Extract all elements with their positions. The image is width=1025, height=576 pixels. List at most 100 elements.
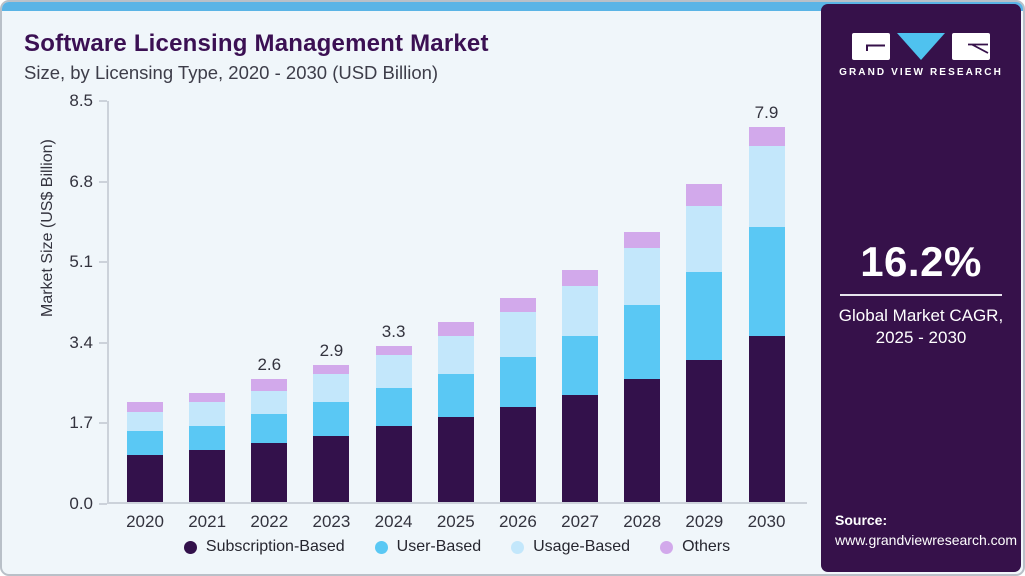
cagr-caption-line2: 2025 - 2030 <box>875 328 967 347</box>
x-axis-label: 2028 <box>623 512 662 531</box>
stacked-bar-2026 <box>499 298 536 502</box>
legend-label: Subscription-Based <box>205 538 345 555</box>
x-axis-label: 2021 <box>188 512 227 531</box>
bar-segment <box>251 390 288 415</box>
bar-segment <box>127 430 163 455</box>
bar-segment <box>748 227 785 337</box>
y-axis-tick <box>99 422 107 425</box>
legend-item-usage-based: Usage-Based <box>511 538 630 556</box>
bar-segment <box>251 414 288 443</box>
y-axis-tick-label: 3.4 <box>69 332 93 352</box>
stacked-bar-2028 <box>624 231 661 502</box>
bar-segment <box>499 298 536 313</box>
source-url: www.grandviewresearch.com <box>835 532 1018 548</box>
bar-segment <box>686 205 723 273</box>
bar-segment <box>313 374 350 403</box>
bar-segment <box>251 442 288 502</box>
y-axis-title: Market Size (US$ Billion) <box>39 138 56 317</box>
cagr-value: 16.2% <box>860 238 982 285</box>
bar-segment <box>624 305 661 379</box>
bar-segment <box>686 184 723 206</box>
bar-segment <box>562 336 599 396</box>
bar-segment <box>437 321 474 337</box>
bar-segment <box>127 402 163 412</box>
bar-segment <box>748 146 785 228</box>
bar-segment <box>189 402 226 427</box>
bar-segment <box>748 336 785 502</box>
bar-segment <box>189 426 226 450</box>
bar-segment <box>189 392 226 403</box>
bar-segment <box>499 357 536 408</box>
bar-segment <box>686 272 723 360</box>
bar-segment <box>624 231 661 249</box>
bar-segment <box>375 345 412 356</box>
bar-segment <box>624 248 661 306</box>
x-axis-label: 2023 <box>312 512 351 531</box>
bar-segment <box>375 355 412 389</box>
legend-swatch-usage-based <box>511 540 525 554</box>
bar-segment <box>313 364 350 374</box>
legend-item-user-based: User-Based <box>374 538 482 556</box>
x-axis-label: 2025 <box>436 512 475 531</box>
y-axis-tick <box>99 180 107 183</box>
x-axis-label: 2026 <box>498 512 537 531</box>
bar-segment <box>189 449 226 502</box>
y-axis-tick-label: 1.7 <box>69 413 93 433</box>
bar-segment <box>127 411 163 431</box>
bar-segment <box>562 286 599 337</box>
legend-item-others: Others <box>660 538 730 556</box>
x-axis-label: 2027 <box>561 512 599 531</box>
bar-segment <box>499 312 536 358</box>
legend-label: User-Based <box>396 538 482 555</box>
bar-segment <box>375 388 412 427</box>
gvr-logo-g-icon <box>852 32 890 60</box>
source-label: Source: <box>835 512 888 528</box>
stacked-bar-2020 <box>127 402 163 502</box>
y-axis-tick <box>99 261 107 264</box>
bar-total-label: 2.6 <box>257 354 282 374</box>
stacked-bar-2029 <box>686 184 723 502</box>
top-accent-strip <box>2 2 1023 11</box>
bar-total-label: 2.9 <box>319 340 344 360</box>
bar-segment <box>313 402 350 436</box>
cagr-block: 16.2% Global Market CAGR, 2025 - 2030 <box>821 238 1021 349</box>
bar-segment <box>127 454 163 502</box>
brand-sidebar: GRAND VIEW RESEARCH 16.2% Global Market … <box>821 4 1021 572</box>
x-axis-label: 2029 <box>685 512 724 531</box>
x-axis-label: 2020 <box>126 512 164 531</box>
source-block: Source: www.grandviewresearch.com <box>835 512 1017 548</box>
bar-segment <box>375 426 412 502</box>
bar-segment <box>562 269 599 287</box>
y-axis-tick <box>99 341 107 344</box>
y-axis-tick-label: 0.0 <box>69 494 93 513</box>
cagr-caption-line1: Global Market CAGR, <box>838 306 1004 325</box>
stacked-bar-2025 <box>437 321 474 502</box>
legend-label: Others <box>682 538 731 555</box>
y-axis-tick <box>99 100 107 102</box>
gvr-logo <box>821 32 1021 60</box>
brand-wordmark: GRAND VIEW RESEARCH <box>839 67 1003 78</box>
stacked-bar-2021 <box>189 392 226 502</box>
bar-total-label: 7.9 <box>754 103 779 123</box>
stacked-bar-2027 <box>562 269 599 502</box>
legend-item-subscription-based: Subscription-Based <box>183 538 345 556</box>
y-axis-tick-label: 5.1 <box>69 252 93 272</box>
bar-segment <box>624 378 661 502</box>
stacked-bar-2024 <box>375 345 412 502</box>
stacked-bar-2030 <box>748 127 785 502</box>
legend-swatch-subscription-based <box>183 540 197 554</box>
x-axis-label: 2022 <box>250 512 289 531</box>
legend-label: Usage-Based <box>533 538 631 555</box>
legend-swatch-user-based <box>374 540 388 554</box>
cagr-divider <box>840 294 1002 296</box>
bar-segment <box>313 435 350 502</box>
chart-legend: Subscription-Based User-Based Usage-Base… <box>107 538 807 556</box>
page-subtitle: Size, by Licensing Type, 2020 - 2030 (US… <box>24 62 439 83</box>
y-axis-tick-label: 6.8 <box>69 171 93 191</box>
y-axis-tick-label: 8.5 <box>69 91 93 110</box>
bar-segment <box>686 359 723 502</box>
legend-swatch-others <box>660 540 674 554</box>
bar-segment <box>437 416 474 502</box>
x-axis-label: 2024 <box>374 512 413 531</box>
